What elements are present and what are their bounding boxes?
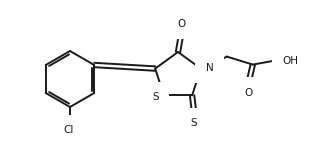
Text: S: S: [191, 118, 197, 128]
Text: Cl: Cl: [64, 125, 74, 135]
Text: O: O: [177, 19, 185, 29]
Text: O: O: [245, 88, 253, 98]
Text: S: S: [152, 92, 159, 102]
Text: N: N: [206, 63, 214, 73]
Text: OH: OH: [283, 56, 299, 66]
